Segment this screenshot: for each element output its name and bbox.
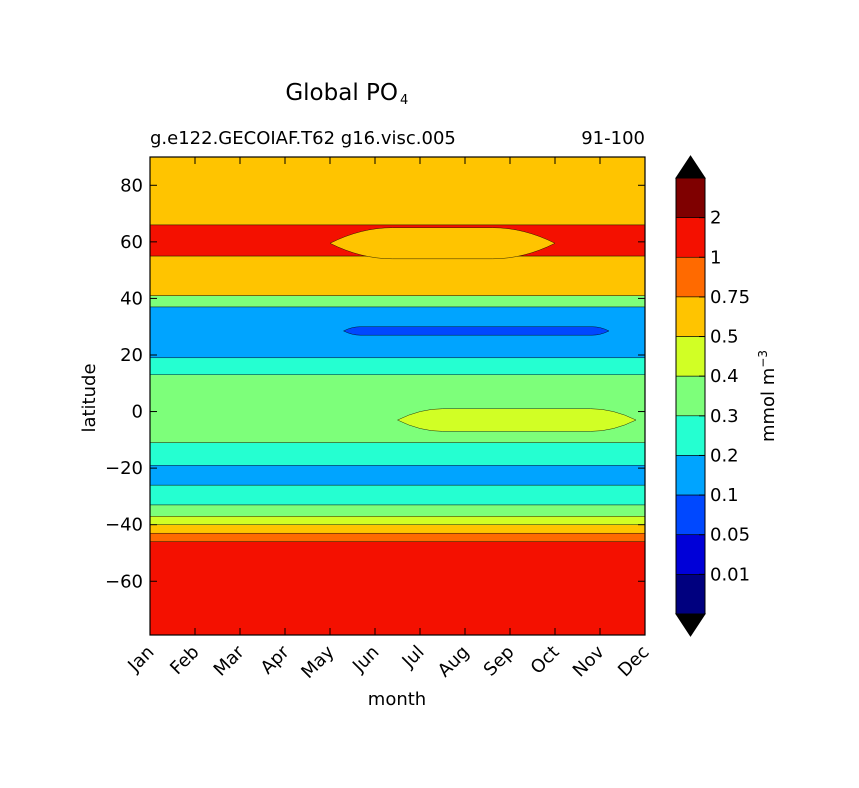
colorbar-frame xyxy=(675,177,706,615)
y-tick-label-4: 0 xyxy=(132,402,143,423)
subtitle-right: 91-100 xyxy=(581,128,645,149)
colorbar-segment-4 xyxy=(675,336,706,377)
contour-feature-1 xyxy=(343,326,610,336)
contour-band-12 xyxy=(150,255,645,296)
x-tick-label-8: Sep xyxy=(480,642,519,681)
x-tick-label-4: May xyxy=(297,641,338,682)
contour-band-0 xyxy=(150,541,645,635)
colorbar-tick-label-4: 0.4 xyxy=(710,366,739,387)
contour-band-14 xyxy=(150,157,645,226)
x-tick-label-0: Jan xyxy=(123,642,158,677)
colorbar-segment-10 xyxy=(675,574,706,615)
y-tick-label-2: 40 xyxy=(120,288,143,309)
x-tick-label-2: Mar xyxy=(210,641,249,680)
colorbar-segment-0 xyxy=(675,177,706,218)
contour-band-11 xyxy=(150,295,645,308)
x-tick-label-10: Nov xyxy=(569,641,609,681)
colorbar-tick-label-9: 0.01 xyxy=(710,564,750,585)
contour-band-4 xyxy=(150,504,645,517)
contour-band-9 xyxy=(150,357,645,375)
colorbar-tick-label-5: 0.3 xyxy=(710,406,739,427)
colorbar-segment-2 xyxy=(675,256,706,298)
colorbar-label: mmol m−3 xyxy=(756,350,779,442)
contour-plot-area xyxy=(150,157,645,635)
contour-band-1 xyxy=(150,532,645,542)
contour-band-6 xyxy=(150,465,645,486)
y-tick-label-0: 80 xyxy=(120,175,143,196)
colorbar-tick-label-7: 0.1 xyxy=(710,485,739,506)
y-tick-label-1: 60 xyxy=(120,232,143,253)
colorbar-segment-9 xyxy=(675,534,706,575)
colorbar-segment-8 xyxy=(675,494,706,536)
contour-band-2 xyxy=(150,524,645,534)
colorbar-segment-6 xyxy=(675,415,706,456)
colorbar-label-sup: −3 xyxy=(756,350,770,368)
colorbar-label-main: mmol m xyxy=(758,368,779,442)
colorbar-segment-7 xyxy=(675,455,706,496)
subtitle-left: g.e122.GECOIAF.T62 g16.visc.005 xyxy=(150,128,456,149)
chart-title-subscript: 4 xyxy=(400,93,408,108)
colorbar-extend-top xyxy=(675,155,706,179)
x-tick-label-6: Jul xyxy=(398,642,429,673)
y-tick-label-6: −40 xyxy=(105,515,143,536)
x-tick-label-1: Feb xyxy=(166,642,203,679)
colorbar-tick-label-0: 2 xyxy=(710,208,721,229)
colorbar-segment-5 xyxy=(675,375,706,417)
x-tick-label-11: Dec xyxy=(614,642,653,681)
y-axis: 80 60 40 20 0 −20 −40 −60 xyxy=(105,175,645,592)
contour-band-5 xyxy=(150,484,645,506)
x-tick-label-9: Oct xyxy=(527,642,564,679)
colorbar-extend-bottom xyxy=(675,613,706,637)
colorbar-tick-label-2: 0.75 xyxy=(710,287,750,308)
x-tick-label-7: Aug xyxy=(434,642,474,682)
y-tick-label-7: −60 xyxy=(105,571,143,592)
colorbar-tick-label-1: 1 xyxy=(710,247,721,268)
plot-frame xyxy=(149,156,646,636)
colorbar-tick-label-8: 0.05 xyxy=(710,525,750,546)
y-tick-label-5: −20 xyxy=(105,458,143,479)
chart-title: Global PO xyxy=(285,80,398,106)
contour-band-7 xyxy=(150,442,645,466)
y-tick-label-3: 20 xyxy=(120,345,143,366)
contour-band-3 xyxy=(150,516,645,525)
colorbar-segment-3 xyxy=(675,296,706,337)
contour-feature-2 xyxy=(329,227,556,260)
colorbar-tick-label-3: 0.5 xyxy=(710,327,739,348)
x-axis-label: month xyxy=(368,689,426,710)
y-axis-label: latitude xyxy=(79,363,100,432)
colorbar: 2 1 0.75 0.5 0.4 0.3 0.2 0.1 0.05 0.01 xyxy=(675,155,750,637)
colorbar-segment-1 xyxy=(675,217,706,258)
contour-feature-0 xyxy=(397,408,637,432)
x-tick-label-5: Jun xyxy=(348,642,383,677)
colorbar-tick-label-6: 0.2 xyxy=(710,445,739,466)
x-tick-label-3: Apr xyxy=(257,641,294,678)
